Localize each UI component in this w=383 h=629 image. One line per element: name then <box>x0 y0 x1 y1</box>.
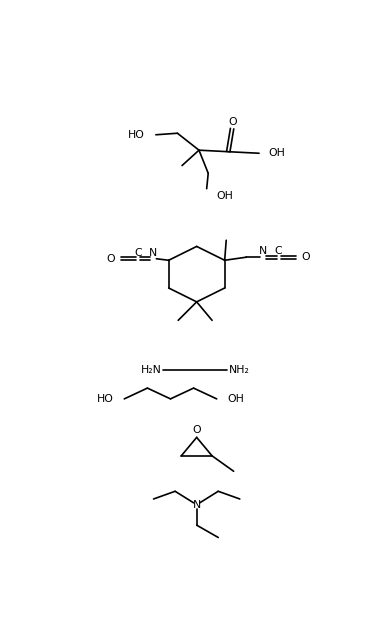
Text: NH₂: NH₂ <box>229 365 250 375</box>
Text: OH: OH <box>228 394 244 404</box>
Text: OH: OH <box>268 148 285 159</box>
Text: C: C <box>134 248 142 258</box>
Text: N: N <box>149 248 157 258</box>
Text: O: O <box>106 253 115 264</box>
Text: N: N <box>259 246 267 256</box>
Text: O: O <box>192 425 201 435</box>
Text: O: O <box>229 117 237 126</box>
Text: H₂N: H₂N <box>141 365 161 375</box>
Text: HO: HO <box>97 394 113 404</box>
Text: O: O <box>302 252 310 262</box>
Text: OH: OH <box>216 191 233 201</box>
Text: HO: HO <box>128 130 145 140</box>
Text: N: N <box>193 500 201 510</box>
Text: C: C <box>275 246 282 256</box>
